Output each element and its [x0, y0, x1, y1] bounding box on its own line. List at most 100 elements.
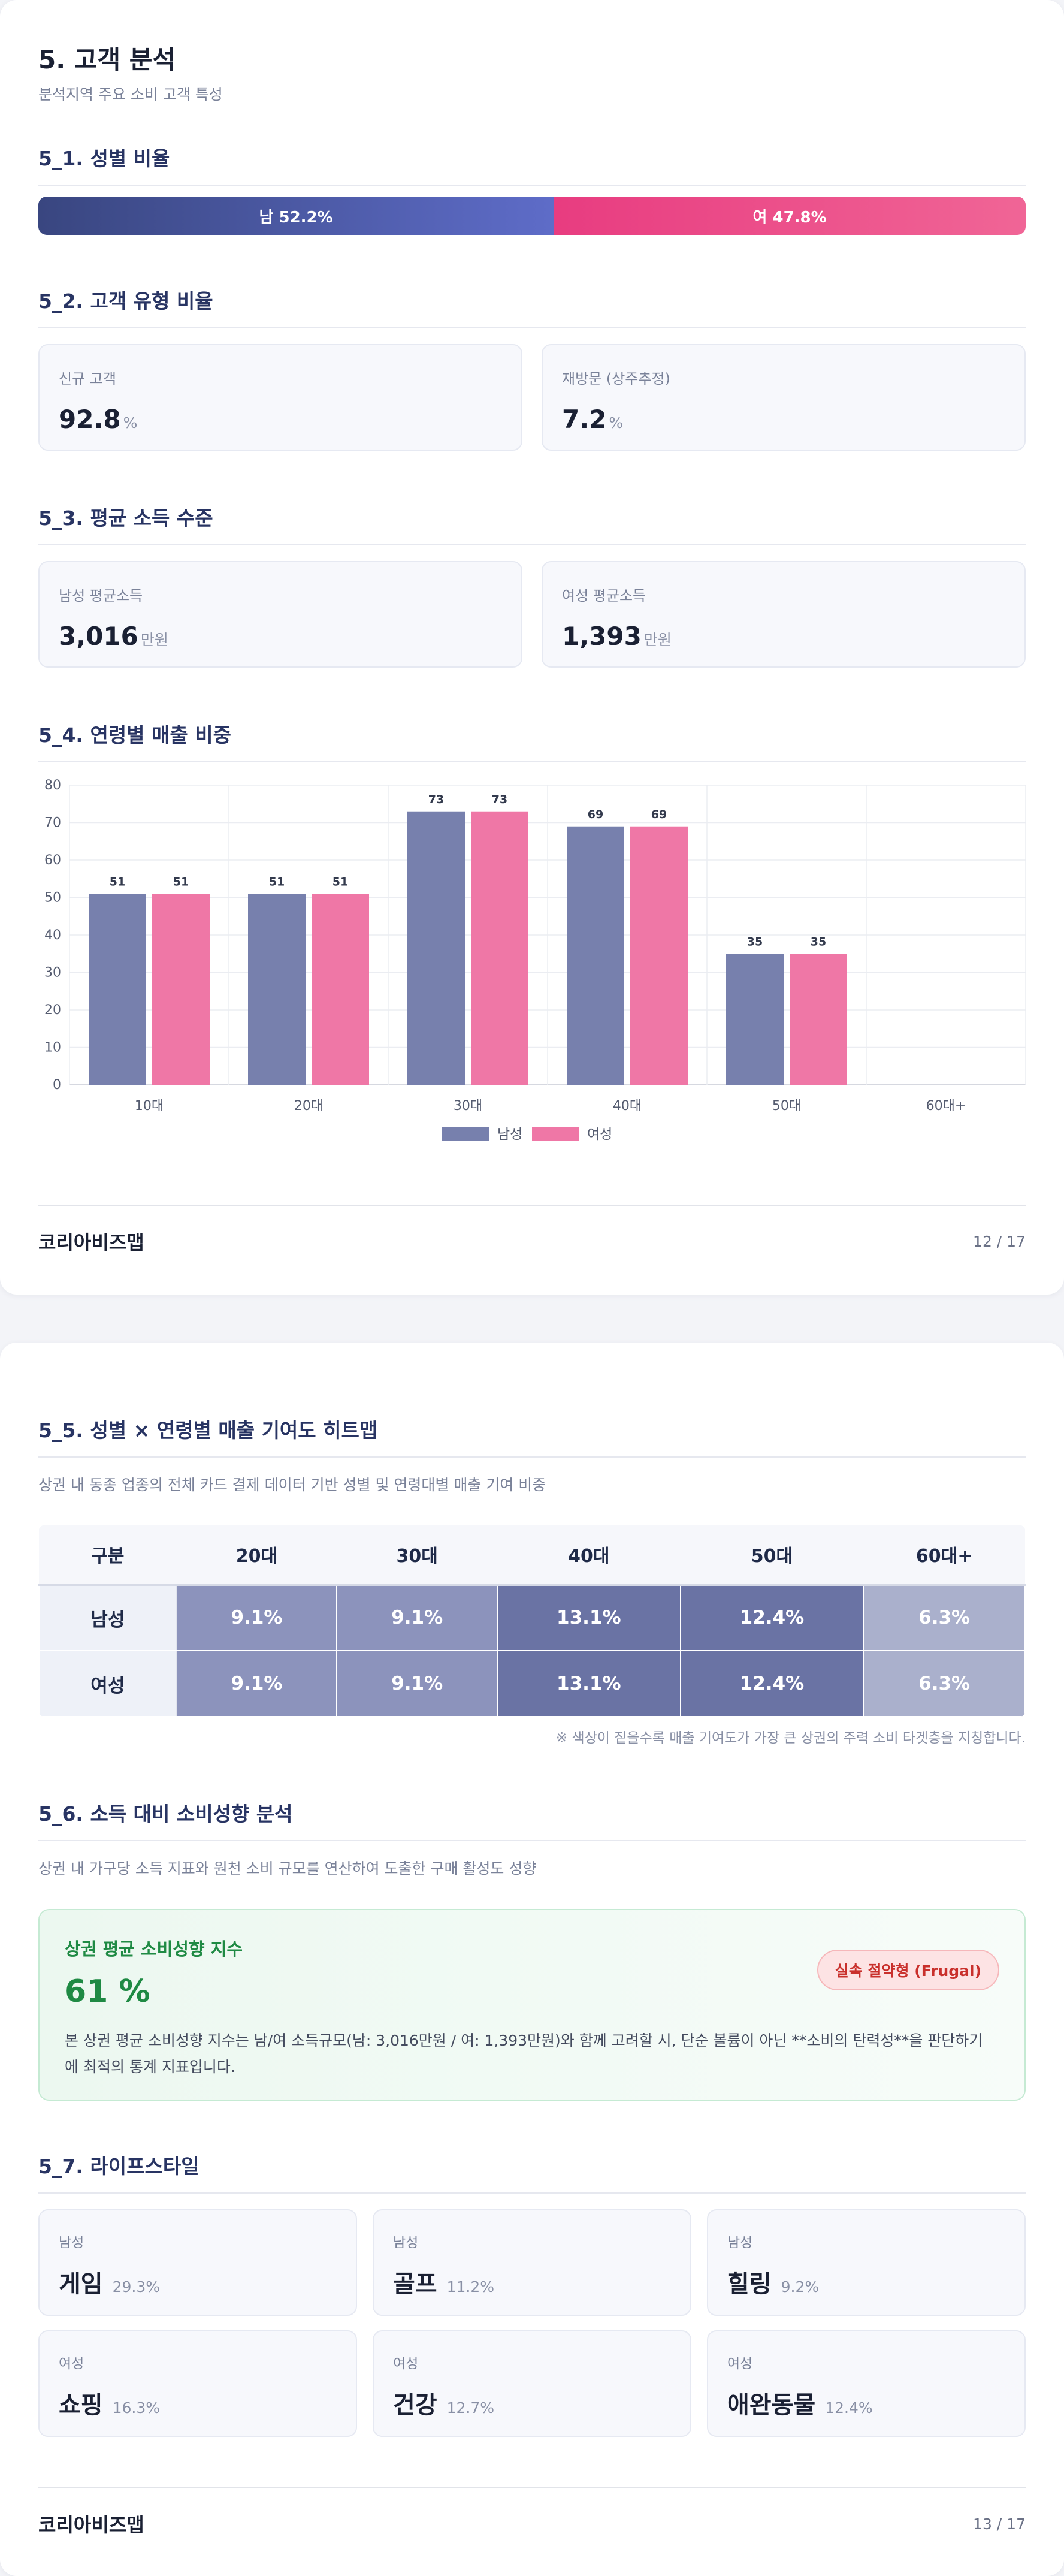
heatmap-corner: 구분: [39, 1525, 177, 1586]
stat-card-male-income: 남성 평균소득 3,016 만원: [38, 561, 522, 668]
heatmap-row-header: 남성: [38, 1584, 177, 1651]
lifestyle-name: 건강: [393, 2391, 437, 2419]
heatmap-cell: 9.1%: [336, 1650, 498, 1717]
gender-age-heatmap: 구분 20대 30대 40대 50대 60대+ 남성 9.1% 9.1% 13.…: [38, 1525, 1026, 1717]
x-tick-label: 20대: [294, 1099, 323, 1114]
lifestyle-percent: 29.3%: [112, 2278, 161, 2296]
heatmap-col-header: 50대: [680, 1525, 864, 1586]
footer-page-number: 13 / 17: [973, 2515, 1026, 2533]
lifestyle-card: 남성 힐링 9.2%: [707, 2209, 1026, 2316]
section-heading-heatmap: 5_5. 성별 × 연령별 매출 기여도 히트맵: [38, 1414, 1026, 1458]
x-tick-label: 50대: [772, 1099, 801, 1114]
age-sales-bar-chart: 0 10 20 30 40 50 60 70 80 51 51 10대 51 51 20대 73 73 30대 69…: [44, 778, 1026, 1142]
data-label: 69: [588, 808, 603, 821]
stat-card-label: 신규 고객: [59, 370, 116, 387]
section-heading-gender: 5_1. 성별 비율: [38, 143, 1026, 186]
data-label: 51: [173, 875, 189, 888]
lifestyle-name: 힐링: [727, 2270, 772, 2298]
legend-swatch: [442, 1127, 489, 1141]
section-heading-income: 5_3. 평균 소득 수준: [38, 502, 1026, 545]
heatmap-col-header: 20대: [176, 1525, 337, 1586]
report-page-13: 5_5. 성별 × 연령별 매출 기여도 히트맵 상권 내 동종 업종의 전체 …: [0, 1343, 1064, 2576]
lifestyle-gender: 남성: [59, 2235, 84, 2251]
stat-card-female-income: 여성 평균소득 1,393 만원: [542, 561, 1026, 668]
page-footer: 코리아비즈맵 12 / 17: [38, 1205, 1026, 1255]
stat-card-unit: 만원: [140, 631, 168, 648]
y-tick-label: 50: [44, 891, 61, 906]
heatmap-cell: 6.3%: [863, 1584, 1026, 1651]
lifestyle-name: 쇼핑: [59, 2391, 103, 2419]
bar-female: [312, 894, 369, 1085]
heatmap-col-header: 30대: [337, 1525, 497, 1586]
x-tick-label: 60대+: [926, 1099, 966, 1114]
lifestyle-gender: 남성: [727, 2235, 753, 2251]
lifestyle-gender: 남성: [393, 2235, 419, 2251]
heatmap-col-header: 60대+: [863, 1525, 1025, 1586]
page-subtitle: 분석지역 주요 소비 고객 특성: [38, 86, 223, 103]
spending-index-explanation: 본 상권 평균 소비성향 지수는 남/여 소득규모(남: 3,016만원 / 여…: [65, 2032, 983, 2076]
heatmap-cell: 9.1%: [176, 1650, 338, 1717]
data-label: 73: [428, 793, 444, 806]
lifestyle-name: 애완동물: [727, 2391, 816, 2419]
y-tick-label: 70: [44, 816, 61, 831]
y-tick-label: 40: [44, 928, 61, 943]
heatmap-cell: 13.1%: [496, 1584, 681, 1651]
lifestyle-gender: 여성: [727, 2356, 753, 2372]
bar-male: [726, 954, 784, 1085]
lifestyle-percent: 12.7%: [446, 2399, 495, 2417]
y-tick-label: 60: [44, 853, 61, 868]
spending-type-badge: 실속 절약형 (Frugal): [817, 1950, 999, 1990]
lifestyle-name: 게임: [59, 2270, 103, 2298]
heatmap-col-header: 40대: [497, 1525, 681, 1586]
heatmap-cell: 12.4%: [679, 1650, 864, 1717]
heatmap-cell: 9.1%: [176, 1584, 338, 1651]
section-heading-lifestyle: 5_7. 라이프스타일: [38, 2150, 1026, 2194]
bar-male: [248, 894, 306, 1085]
heatmap-cell: 12.4%: [679, 1584, 864, 1651]
legend-swatch: [532, 1127, 579, 1141]
footer-brand: 코리아비즈맵: [38, 2514, 144, 2536]
stat-card-returning-customer: 재방문 (상주추정) 7.2%: [542, 344, 1026, 451]
lifestyle-percent: 16.3%: [112, 2399, 161, 2417]
data-label: 51: [110, 875, 125, 888]
bar-female: [152, 894, 210, 1085]
bar-female: [790, 954, 847, 1085]
bar-female: [630, 826, 688, 1085]
legend-label: 남성: [497, 1127, 522, 1142]
lifestyle-card: 여성 쇼핑 16.3%: [38, 2330, 357, 2437]
section-description: 상권 내 가구당 소득 지표와 원천 소비 규모를 연산하여 도출한 구매 활성…: [38, 1860, 537, 1877]
stat-card-unit: %: [609, 414, 624, 432]
lifestyle-gender: 여성: [393, 2356, 419, 2372]
stat-card-label: 재방문 (상주추정): [562, 370, 670, 387]
bar-male: [567, 826, 624, 1085]
x-tick-label: 30대: [454, 1099, 482, 1114]
x-tick-label: 10대: [135, 1099, 164, 1114]
data-label: 35: [747, 935, 763, 948]
heatmap-row-female: 여성 9.1% 9.1% 13.1% 12.4% 6.3%: [38, 1650, 1026, 1717]
heatmap-cell: 9.1%: [336, 1584, 498, 1651]
bar-male: [89, 894, 146, 1085]
section-description: 상권 내 동종 업종의 전체 카드 결제 데이터 기반 성별 및 연령대별 매출…: [38, 1476, 546, 1494]
stat-card-value: 1,393 만원: [562, 622, 672, 651]
heatmap-header-row: 구분 20대 30대 40대 50대 60대+: [39, 1525, 1025, 1586]
heatmap-row-male: 남성 9.1% 9.1% 13.1% 12.4% 6.3%: [38, 1584, 1026, 1651]
heatmap-note: ※ 색상이 짙을수록 매출 기여도가 가장 큰 상권의 주력 소비 타겟층을 지…: [555, 1730, 1026, 1746]
lifestyle-percent: 12.4%: [825, 2399, 873, 2417]
lifestyle-percent: 9.2%: [781, 2278, 820, 2296]
data-label: 69: [651, 808, 667, 821]
lifestyle-gender: 여성: [59, 2356, 84, 2372]
lifestyle-card: 남성 게임 29.3%: [38, 2209, 357, 2316]
footer-brand: 코리아비즈맵: [38, 1231, 144, 1254]
data-label: 73: [492, 793, 507, 806]
stat-card-value: 7.2%: [562, 405, 624, 434]
lifestyle-percent: 11.2%: [446, 2278, 495, 2296]
gender-ratio-bar: 남 52.2% 여 47.8%: [38, 197, 1026, 235]
report-page-12: 5. 고객 분석 분석지역 주요 소비 고객 특성 5_1. 성별 비율 남 5…: [0, 0, 1064, 1295]
legend-label: 여성: [587, 1127, 612, 1142]
lifestyle-name: 골프: [393, 2270, 437, 2298]
lifestyle-card: 남성 골프 11.2%: [373, 2209, 691, 2316]
y-tick-label: 10: [44, 1040, 61, 1055]
heatmap-cell: 13.1%: [496, 1650, 681, 1717]
y-tick-label: 30: [44, 966, 61, 981]
stat-card-new-customer: 신규 고객 92.8%: [38, 344, 522, 451]
